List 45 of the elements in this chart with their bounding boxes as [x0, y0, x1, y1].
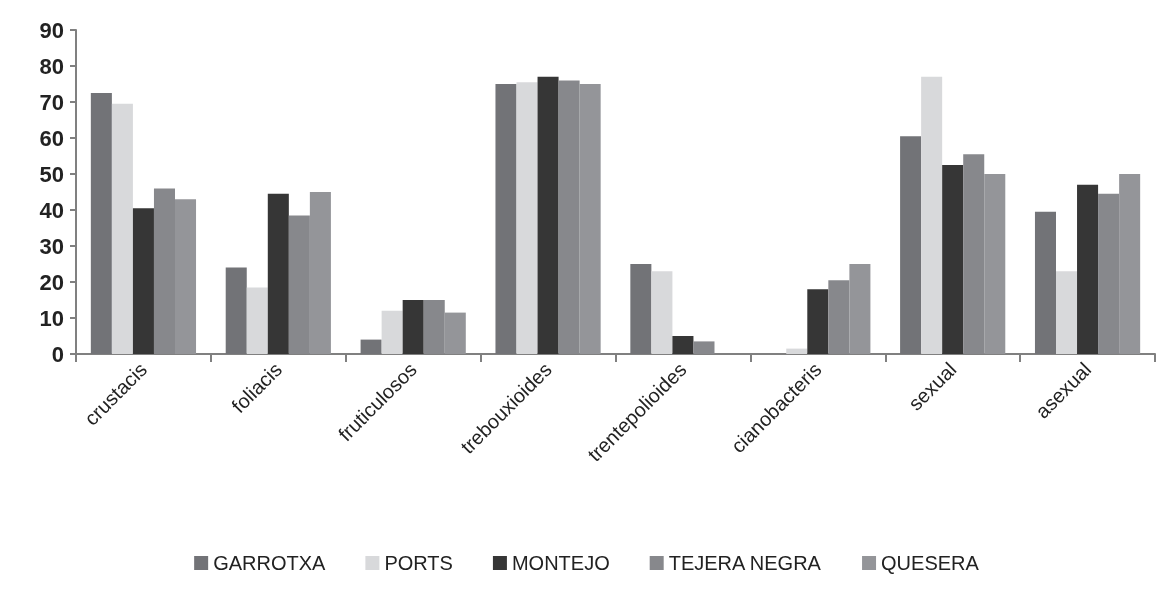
bar	[942, 165, 964, 354]
bar	[630, 264, 652, 354]
bar	[1034, 211, 1056, 354]
bar	[849, 264, 871, 354]
bar	[579, 84, 601, 354]
legend-label: TEJERA NEGRA	[668, 552, 822, 574]
legend-label: MONTEJO	[511, 552, 610, 574]
bar	[267, 193, 289, 354]
bar	[1119, 174, 1141, 354]
bar	[1077, 184, 1099, 354]
bar	[246, 287, 268, 354]
y-tick-label: 60	[39, 125, 64, 151]
y-tick-label: 90	[39, 17, 64, 43]
bar	[111, 103, 133, 354]
y-tick-label: 70	[39, 89, 64, 115]
legend-label: PORTS	[384, 552, 453, 574]
y-tick-label: 0	[51, 341, 64, 367]
bar	[309, 192, 331, 354]
legend-label: GARROTXA	[213, 552, 327, 574]
y-tick-label: 10	[39, 305, 64, 331]
bar	[537, 76, 559, 354]
y-tick-label: 80	[39, 53, 64, 79]
bar	[900, 136, 922, 354]
y-tick-label: 30	[39, 233, 64, 259]
bar	[921, 76, 943, 354]
bar	[672, 336, 694, 354]
bar	[360, 339, 382, 354]
bar	[786, 348, 808, 354]
bar	[444, 312, 466, 354]
legend-label: QUESERA	[881, 552, 980, 574]
y-tick-label: 20	[39, 269, 64, 295]
y-tick-label: 40	[39, 197, 64, 223]
bar	[984, 174, 1006, 354]
bar	[132, 208, 154, 354]
bar	[807, 289, 829, 354]
bar	[381, 310, 403, 354]
bar	[516, 82, 538, 354]
bar	[90, 93, 112, 354]
bar	[651, 271, 673, 354]
y-tick-label: 50	[39, 161, 64, 187]
bar	[225, 267, 247, 354]
bar	[175, 199, 197, 354]
bar	[402, 300, 424, 354]
bar	[495, 84, 517, 354]
bar	[1056, 271, 1078, 354]
